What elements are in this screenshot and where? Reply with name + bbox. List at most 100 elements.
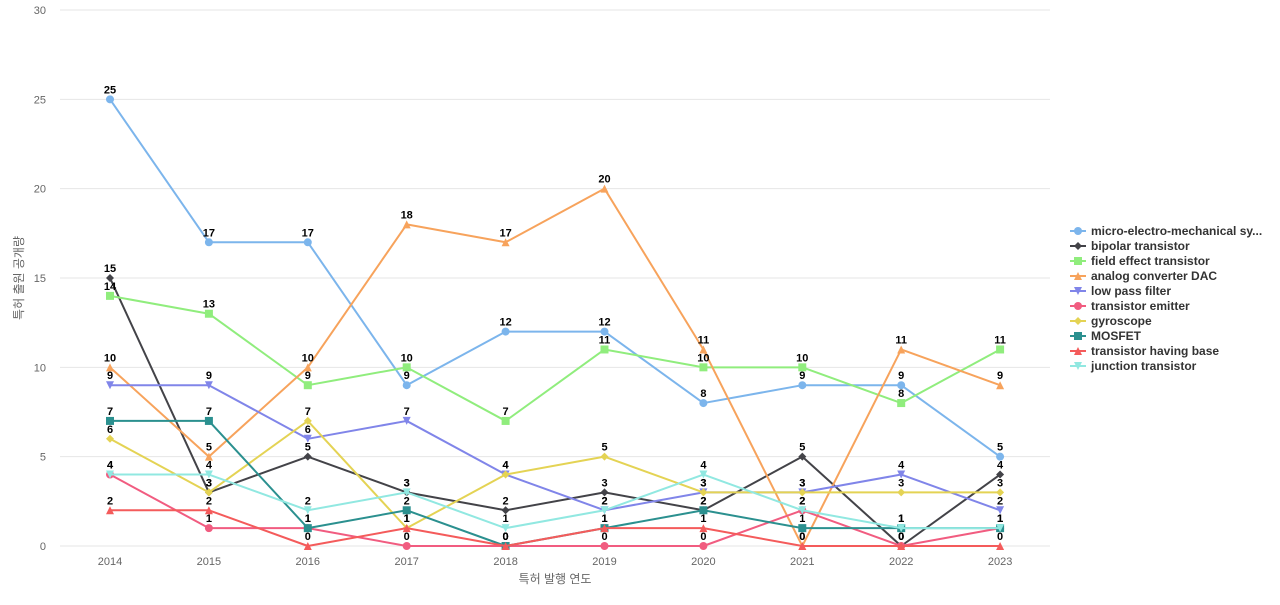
data-label: 12 (598, 317, 610, 329)
data-point (699, 488, 708, 497)
data-label: 9 (898, 370, 904, 382)
data-label: 17 (499, 227, 511, 239)
data-point (699, 542, 708, 550)
data-point (501, 416, 510, 425)
data-label: 0 (700, 531, 706, 543)
data-point (897, 488, 906, 497)
data-point (897, 381, 906, 390)
data-label: 1 (206, 513, 212, 525)
data-point (303, 524, 312, 533)
data-label: 1 (404, 513, 410, 525)
data-label: 13 (203, 299, 215, 311)
data-point (699, 470, 708, 479)
data-label: 20 (598, 174, 610, 186)
data-label: 4 (503, 460, 510, 472)
data-point (402, 416, 411, 425)
x-tick-label: 2022 (889, 556, 913, 568)
data-point (996, 452, 1005, 461)
legend: micro-electro-mechanical sy...bipolar tr… (1070, 224, 1262, 373)
data-label: 0 (898, 531, 904, 543)
x-tick-label: 2016 (296, 556, 320, 568)
legend-marker (1074, 227, 1082, 235)
legend-label: MOSFET (1091, 329, 1142, 343)
data-label: 2 (700, 495, 706, 507)
data-label: 4 (997, 460, 1004, 472)
data-label: 2 (206, 495, 212, 507)
data-point (402, 363, 411, 372)
data-point (600, 345, 609, 354)
x-tick-label: 2023 (988, 556, 1012, 568)
data-point (106, 470, 114, 479)
legend-item: field effect transistor (1070, 254, 1210, 268)
data-label: 3 (206, 477, 212, 489)
data-point (402, 524, 411, 533)
data-point (303, 434, 312, 443)
x-axis-ticks: 2014 2015 2016 2017 2018 2019 2020 2021 2022 2023 (98, 556, 1013, 568)
data-label: 1 (997, 513, 1003, 525)
data-label: 11 (599, 334, 611, 346)
legend-item: gyroscope (1070, 314, 1152, 328)
y-tick-label: 25 (34, 94, 46, 106)
data-label: 2 (503, 495, 509, 507)
data-label: 10 (401, 352, 413, 364)
data-point (600, 506, 609, 515)
data-point (204, 470, 213, 479)
data-point (106, 416, 114, 425)
data-point (501, 327, 510, 336)
data-label: 10 (302, 352, 314, 364)
data-label: 17 (302, 227, 314, 239)
data-label: 17 (203, 227, 215, 239)
x-tick-label: 2015 (197, 556, 221, 568)
data-point (996, 381, 1005, 390)
data-point (699, 524, 708, 533)
legend-item: bipolar transistor (1070, 239, 1190, 253)
data-point (600, 452, 609, 461)
data-point (501, 506, 510, 515)
data-label: 0 (503, 531, 509, 543)
y-tick-label: 10 (34, 362, 46, 374)
data-label: 1 (503, 513, 509, 525)
data-point (303, 542, 312, 550)
data-label: 1 (898, 513, 904, 525)
data-point (106, 291, 114, 300)
data-label: 9 (404, 370, 410, 382)
data-label: 1 (700, 513, 706, 525)
data-label: 18 (401, 209, 413, 221)
data-label: 1 (601, 513, 607, 525)
data-point (798, 506, 807, 515)
legend-marker (1074, 242, 1082, 250)
data-point (303, 363, 312, 372)
legend-label: low pass filter (1091, 284, 1171, 298)
data-label: 1 (898, 513, 904, 525)
x-tick-label: 2021 (790, 556, 814, 568)
data-point (303, 452, 312, 461)
legend-marker (1074, 347, 1082, 355)
data-label: 1 (305, 513, 311, 525)
data-label: 15 (104, 263, 116, 275)
data-point (501, 542, 510, 550)
data-label: 1 (305, 513, 311, 525)
y-tick-label: 20 (34, 184, 46, 196)
data-label: 0 (404, 531, 410, 543)
y-tick-label: 30 (34, 5, 46, 17)
data-point (600, 542, 609, 550)
data-label: 0 (799, 531, 805, 543)
data-label: 2 (305, 495, 311, 507)
series-7 (106, 416, 1005, 550)
grid-lines (60, 9, 1050, 547)
legend-marker (1074, 257, 1082, 265)
x-tick-label: 2020 (691, 556, 715, 568)
data-point (402, 542, 411, 550)
data-label: 7 (107, 406, 113, 418)
data-point (897, 524, 906, 533)
data-label: 12 (499, 317, 511, 329)
data-label: 5 (601, 442, 607, 454)
x-axis-title: 특허 발행 연도 (519, 571, 592, 586)
data-point (303, 238, 312, 247)
legend-marker (1074, 302, 1082, 310)
data-point (106, 363, 114, 372)
data-point (996, 524, 1005, 533)
legend-item: low pass filter (1070, 284, 1171, 298)
legend-item: transistor emitter (1070, 299, 1190, 313)
